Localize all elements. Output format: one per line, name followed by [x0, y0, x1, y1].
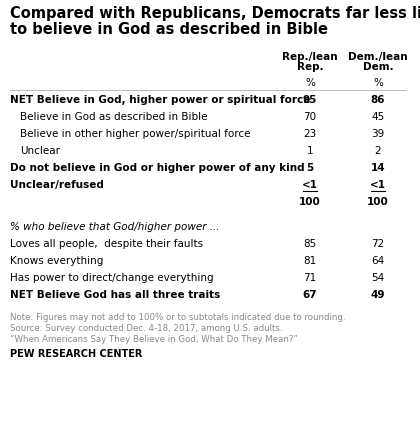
Text: 81: 81 — [303, 256, 317, 266]
Text: Source: Survey conducted Dec. 4-18, 2017, among U.S. adults.: Source: Survey conducted Dec. 4-18, 2017… — [10, 324, 283, 333]
Text: 1: 1 — [307, 146, 313, 156]
Text: 85: 85 — [303, 239, 317, 249]
Text: 14: 14 — [371, 163, 385, 173]
Text: NET Believe God has all three traits: NET Believe God has all three traits — [10, 290, 220, 300]
Text: NET Believe in God, higher power or spiritual force: NET Believe in God, higher power or spir… — [10, 95, 310, 105]
Text: % who believe that God/higher power ...: % who believe that God/higher power ... — [10, 222, 220, 232]
Text: 5: 5 — [306, 163, 314, 173]
Text: Unclear: Unclear — [20, 146, 60, 156]
Text: 71: 71 — [303, 273, 317, 283]
Text: 100: 100 — [299, 197, 321, 207]
Text: 72: 72 — [371, 239, 385, 249]
Text: Loves all people,  despite their faults: Loves all people, despite their faults — [10, 239, 203, 249]
Text: Believe in other higher power/spiritual force: Believe in other higher power/spiritual … — [20, 129, 250, 139]
Text: 2: 2 — [375, 146, 381, 156]
Text: 54: 54 — [371, 273, 385, 283]
Text: 45: 45 — [371, 112, 385, 122]
Text: Has power to direct/change everything: Has power to direct/change everything — [10, 273, 214, 283]
Text: Compared with Republicans, Democrats far less likely: Compared with Republicans, Democrats far… — [10, 6, 420, 21]
Text: 23: 23 — [303, 129, 317, 139]
Text: 39: 39 — [371, 129, 385, 139]
Text: %: % — [305, 78, 315, 88]
Text: 64: 64 — [371, 256, 385, 266]
Text: 100: 100 — [367, 197, 389, 207]
Text: <1: <1 — [302, 180, 318, 190]
Text: Rep.: Rep. — [297, 62, 323, 72]
Text: 86: 86 — [371, 95, 385, 105]
Text: Note: Figures may not add to 100% or to subtotals indicated due to rounding.: Note: Figures may not add to 100% or to … — [10, 313, 346, 322]
Text: Believe in God as described in Bible: Believe in God as described in Bible — [20, 112, 207, 122]
Text: Dem./lean: Dem./lean — [348, 52, 408, 62]
Text: 67: 67 — [303, 290, 318, 300]
Text: Dem.: Dem. — [363, 62, 393, 72]
Text: %: % — [373, 78, 383, 88]
Text: “When Americans Say They Believe in God, What Do They Mean?”: “When Americans Say They Believe in God,… — [10, 335, 298, 344]
Text: <1: <1 — [370, 180, 386, 190]
Text: 70: 70 — [303, 112, 317, 122]
Text: PEW RESEARCH CENTER: PEW RESEARCH CENTER — [10, 349, 142, 359]
Text: Unclear/refused: Unclear/refused — [10, 180, 104, 190]
Text: Do not believe in God or higher power of any kind: Do not believe in God or higher power of… — [10, 163, 304, 173]
Text: 49: 49 — [371, 290, 385, 300]
Text: to believe in God as described in Bible: to believe in God as described in Bible — [10, 22, 328, 37]
Text: 95: 95 — [303, 95, 317, 105]
Text: Knows everything: Knows everything — [10, 256, 103, 266]
Text: Rep./lean: Rep./lean — [282, 52, 338, 62]
